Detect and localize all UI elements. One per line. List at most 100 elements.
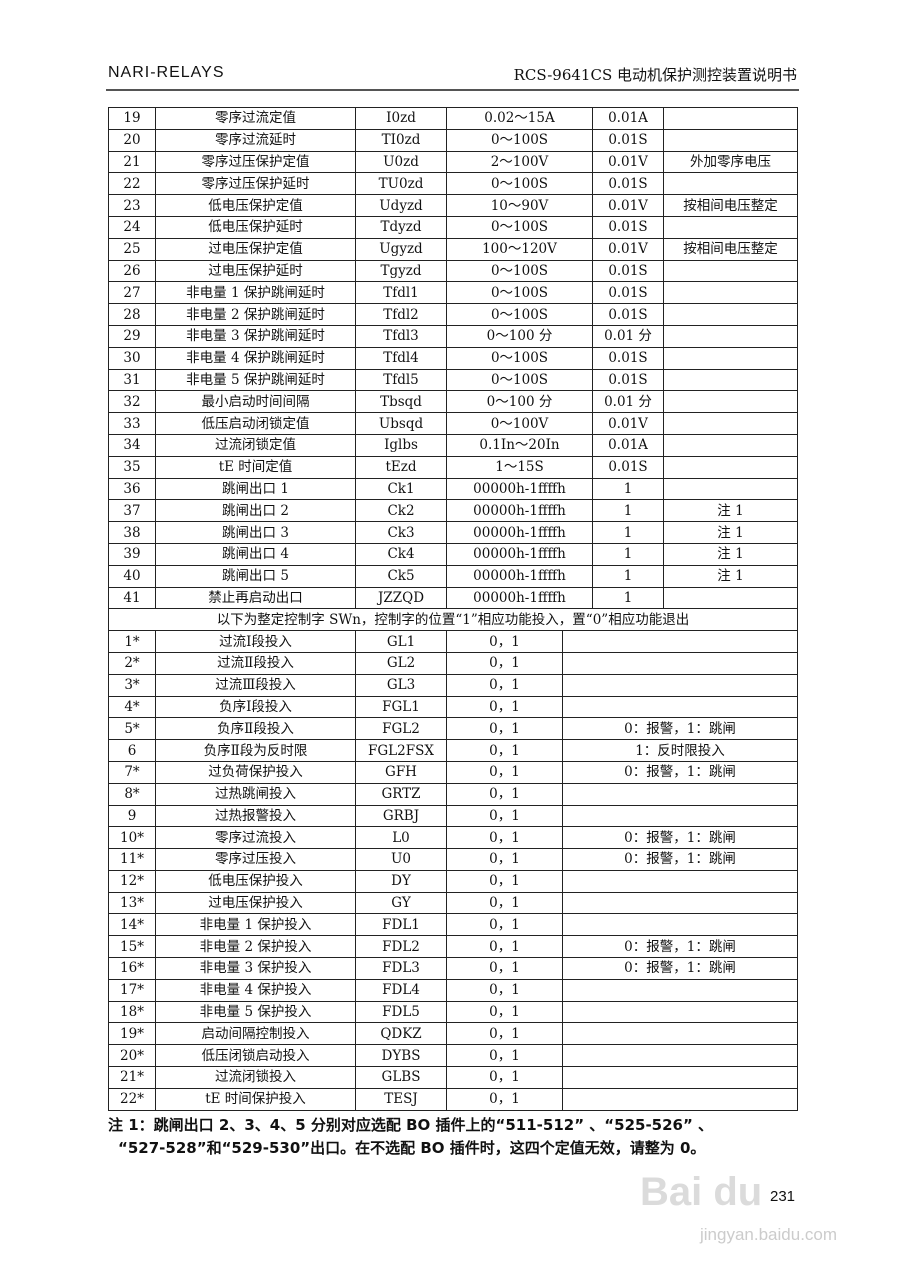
- setting-remark: [663, 368, 798, 392]
- footnote-line-2: “527-528”和“529-530”出口。在不选配 BO 插件时，这四个定值无…: [118, 1139, 706, 1157]
- row-number: 22*: [108, 1087, 156, 1111]
- table-row: 29 非电量 3 保护跳闸延时 Tfdl3 0～100 分 0.01 分: [108, 324, 798, 348]
- row-number: 25: [108, 237, 156, 261]
- table-row: 13* 过电压保护投入 GY 0，1: [108, 891, 798, 915]
- setting-code: Tfdl4: [355, 346, 447, 370]
- row-number: 32: [108, 390, 156, 414]
- setting-step: 0.01S: [592, 172, 664, 196]
- control-remark: 0：报警，1：跳闸: [562, 717, 798, 741]
- table-row: 31 非电量 5 保护跳闸延时 Tfdl5 0～100S 0.01S: [108, 368, 798, 392]
- setting-remark: [663, 412, 798, 435]
- row-number: 17*: [108, 978, 156, 1002]
- table-row: 39 跳闸出口 4 Ck4 00000h-1ffffh 1 注 1: [108, 542, 798, 566]
- control-remark: 1：反时限投入: [562, 739, 798, 762]
- table-row: 26 过电压保护延时 Tgyzd 0～100S 0.01S: [108, 259, 798, 283]
- row-number: 13*: [108, 891, 156, 915]
- row-number: 24: [108, 215, 156, 239]
- table-row: 15* 非电量 2 保护投入 FDL2 0，1 0：报警，1：跳闸: [108, 935, 798, 959]
- setting-name: 非电量 4 保护跳闸延时: [155, 346, 356, 370]
- setting-step: 1: [592, 542, 664, 566]
- setting-step: 0.01S: [592, 368, 664, 392]
- control-code: FGL1: [355, 695, 447, 719]
- control-values: 0，1: [446, 891, 563, 915]
- table-row: 8* 过热跳闸投入 GRTZ 0，1: [108, 782, 798, 806]
- table-row: 21* 过流闭锁投入 GLBS 0，1: [108, 1066, 798, 1089]
- row-number: 20*: [108, 1044, 156, 1068]
- control-values: 0，1: [446, 1087, 563, 1111]
- row-number: 33: [108, 412, 156, 435]
- setting-step: 0.01S: [592, 346, 664, 370]
- setting-name: 非电量 1 保护跳闸延时: [155, 281, 356, 305]
- control-code: FDL2: [355, 935, 447, 959]
- control-remark: 0：报警，1：跳闸: [562, 760, 798, 784]
- setting-code: Tfdl3: [355, 324, 447, 348]
- setting-code: I0zd: [355, 107, 447, 130]
- function-name: 负序Ⅰ段投入: [155, 695, 356, 719]
- setting-name: 非电量 3 保护跳闸延时: [155, 324, 356, 348]
- setting-range: 100～120V: [446, 237, 593, 261]
- table-row: 41 禁止再启动出口 JZZQD 00000h-1ffffh 1: [108, 586, 798, 610]
- function-name: 低电压保护投入: [155, 869, 356, 893]
- setting-range: 00000h-1ffffh: [446, 477, 593, 501]
- control-values: 0，1: [446, 957, 563, 980]
- function-name: 启动间隔控制投入: [155, 1022, 356, 1046]
- function-name: 非电量 1 保护投入: [155, 913, 356, 937]
- setting-remark: [663, 433, 798, 457]
- function-name: 非电量 2 保护投入: [155, 935, 356, 959]
- setting-range: 0～100 分: [446, 390, 593, 414]
- table-row: 28 非电量 2 保护跳闸延时 Tfdl2 0～100S 0.01S: [108, 303, 798, 326]
- control-remark: 0：报警，1：跳闸: [562, 935, 798, 959]
- row-number: 3*: [108, 673, 156, 697]
- setting-range: 2～100V: [446, 150, 593, 174]
- table-row: 16* 非电量 3 保护投入 FDL3 0，1 0：报警，1：跳闸: [108, 957, 798, 980]
- control-code: GRBJ: [355, 804, 447, 828]
- control-values: 0，1: [446, 651, 563, 675]
- control-remark: [562, 978, 798, 1002]
- control-values: 0，1: [446, 913, 563, 937]
- setting-step: 0.01A: [592, 433, 664, 457]
- control-code: L0: [355, 826, 447, 850]
- section-header: 以下为整定控制字 SWn，控制字的位置“1”相应功能投入，置“0”相应功能退出: [108, 608, 798, 632]
- setting-name: 非电量 2 保护跳闸延时: [155, 303, 356, 326]
- setting-remark: 按相间电压整定: [663, 194, 798, 217]
- control-remark: [562, 1022, 798, 1046]
- table-row: 5* 负序Ⅱ段投入 FGL2 0，1 0：报警，1：跳闸: [108, 717, 798, 741]
- setting-code: JZZQD: [355, 586, 447, 610]
- setting-name: 禁止再启动出口: [155, 586, 356, 610]
- function-name: 零序过流投入: [155, 826, 356, 850]
- setting-step: 0.01A: [592, 107, 664, 130]
- table-row: 9 过热报警投入 GRBJ 0，1: [108, 804, 798, 828]
- row-number: 7*: [108, 760, 156, 784]
- row-number: 37: [108, 499, 156, 523]
- row-number: 1*: [108, 630, 156, 653]
- row-number: 29: [108, 324, 156, 348]
- setting-remark: [663, 324, 798, 348]
- row-number: 35: [108, 455, 156, 479]
- row-number: 21: [108, 150, 156, 174]
- setting-range: 0.02～15A: [446, 107, 593, 130]
- function-name: 非电量 3 保护投入: [155, 957, 356, 980]
- setting-step: 1: [592, 521, 664, 544]
- setting-code: Tgyzd: [355, 259, 447, 283]
- control-values: 0，1: [446, 760, 563, 784]
- row-number: 14*: [108, 913, 156, 937]
- control-code: U0: [355, 848, 447, 871]
- control-values: 0，1: [446, 1044, 563, 1068]
- table-row: 14* 非电量 1 保护投入 FDL1 0，1: [108, 913, 798, 937]
- setting-name: 零序过流定值: [155, 107, 356, 130]
- setting-range: 0～100S: [446, 346, 593, 370]
- control-code: GFH: [355, 760, 447, 784]
- setting-name: 跳闸出口 5: [155, 564, 356, 588]
- control-values: 0，1: [446, 717, 563, 741]
- footnote-line-1: 注 1：跳闸出口 2、3、4、5 分别对应选配 BO 插件上的“511-512”…: [108, 1116, 714, 1134]
- setting-remark: 注 1: [663, 542, 798, 566]
- setting-remark: [663, 281, 798, 305]
- table-row: 10* 零序过流投入 L0 0，1 0：报警，1：跳闸: [108, 826, 798, 850]
- control-values: 0，1: [446, 826, 563, 850]
- row-number: 12*: [108, 869, 156, 893]
- table-row: 35 tE 时间定值 tEzd 1～15S 0.01S: [108, 455, 798, 479]
- control-remark: [562, 673, 798, 697]
- row-number: 11*: [108, 848, 156, 871]
- page-number: 231: [770, 1188, 796, 1205]
